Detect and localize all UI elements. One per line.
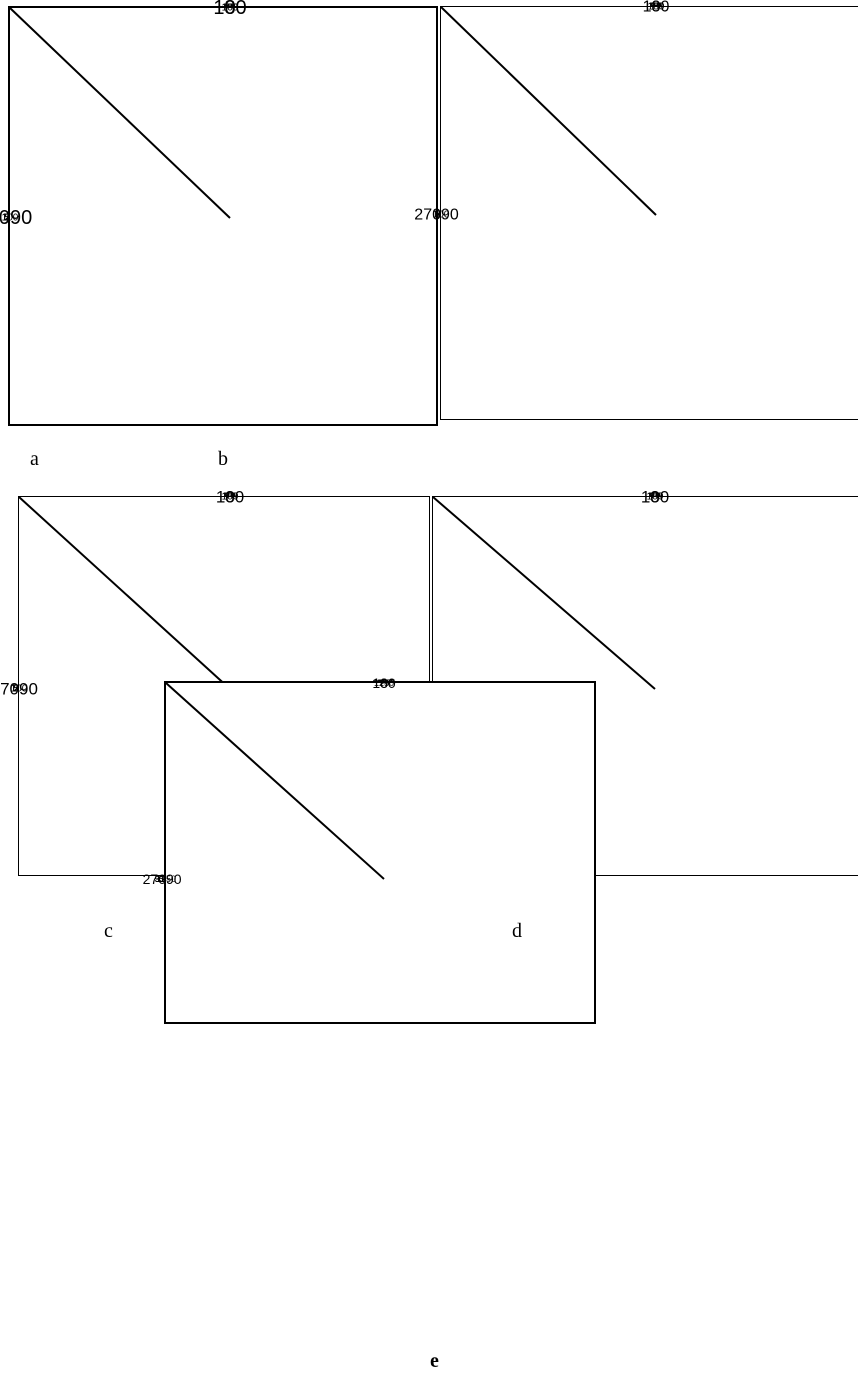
mean-vector-line: [18, 496, 231, 690]
mean-vector-line: [432, 496, 656, 690]
direction-label-0: 0: [380, 675, 388, 691]
caption-d: d: [512, 920, 522, 942]
mean-vector-line: [165, 682, 385, 880]
mean-vector-line: [9, 7, 231, 219]
direction-label-90: 90: [10, 207, 32, 229]
direction-label-180: 180: [372, 675, 396, 691]
tick-label-bg: [220, 497, 240, 509]
radial-tick-label: 100: [2, 213, 19, 224]
rose-diagram-c: 2525252550505050757575751001001001000901…: [0, 488, 244, 699]
rose-diagram-panel-a: 2525252550505050757575751001001001000901…: [0, 0, 438, 426]
direction-label-270: 270: [0, 680, 19, 699]
tick-label-bg: [10, 212, 29, 224]
radial-tick-label: 100: [647, 492, 664, 503]
direction-label-270: 270: [0, 207, 10, 229]
tick-label-bg: [19, 683, 38, 695]
rose-diagram-panel-e: 312.5312.5312.5312.5625625625625937.5937…: [143, 675, 596, 1024]
direction-label-0: 0: [652, 0, 661, 16]
caption-b: b: [218, 448, 228, 470]
tick-label-bg: [441, 209, 460, 221]
direction-label-90: 90: [19, 680, 38, 699]
rose-diagram-panel-b: 2525252550505050757575751001001001000901…: [414, 0, 858, 420]
tick-label-bg: [166, 873, 189, 885]
tick-label-bg: [220, 8, 240, 20]
tick-label-bg: [645, 497, 665, 509]
caption-c: c: [104, 920, 113, 942]
direction-label-0: 0: [225, 488, 234, 507]
tick-label-bg: [646, 7, 666, 19]
direction-label-180: 180: [641, 488, 669, 507]
radial-tick-label: 100: [648, 2, 665, 13]
radial-tick-label: 100: [222, 492, 239, 503]
tick-label-bg: [372, 683, 396, 694]
rose-diagram-e: 312.5312.5312.5312.5625625625625937.5937…: [143, 675, 398, 887]
radial-tick-label: 100: [11, 684, 28, 695]
direction-label-270: 270: [143, 871, 167, 887]
radial-tick-label: 1250: [156, 874, 176, 884]
radial-tick-label: 100: [222, 3, 239, 14]
direction-label-180: 180: [216, 488, 244, 507]
direction-label-180: 180: [213, 0, 246, 19]
radial-tick-label: 1250: [374, 678, 394, 688]
direction-label-180: 180: [643, 0, 670, 16]
direction-label-90: 90: [166, 871, 182, 887]
direction-label-0: 0: [224, 0, 235, 19]
radial-tick-label: 100: [433, 210, 450, 221]
caption-e: e: [430, 1350, 439, 1372]
rose-diagram-a: 2525252550505050757575751001001001000901…: [0, 0, 247, 229]
caption-a: a: [30, 448, 39, 470]
direction-label-90: 90: [441, 207, 459, 224]
mean-vector-line: [440, 6, 657, 216]
direction-label-270: 270: [414, 207, 441, 224]
rose-diagram-b: 2525252550505050757575751001001001000901…: [414, 0, 669, 224]
direction-label-0: 0: [650, 488, 659, 507]
